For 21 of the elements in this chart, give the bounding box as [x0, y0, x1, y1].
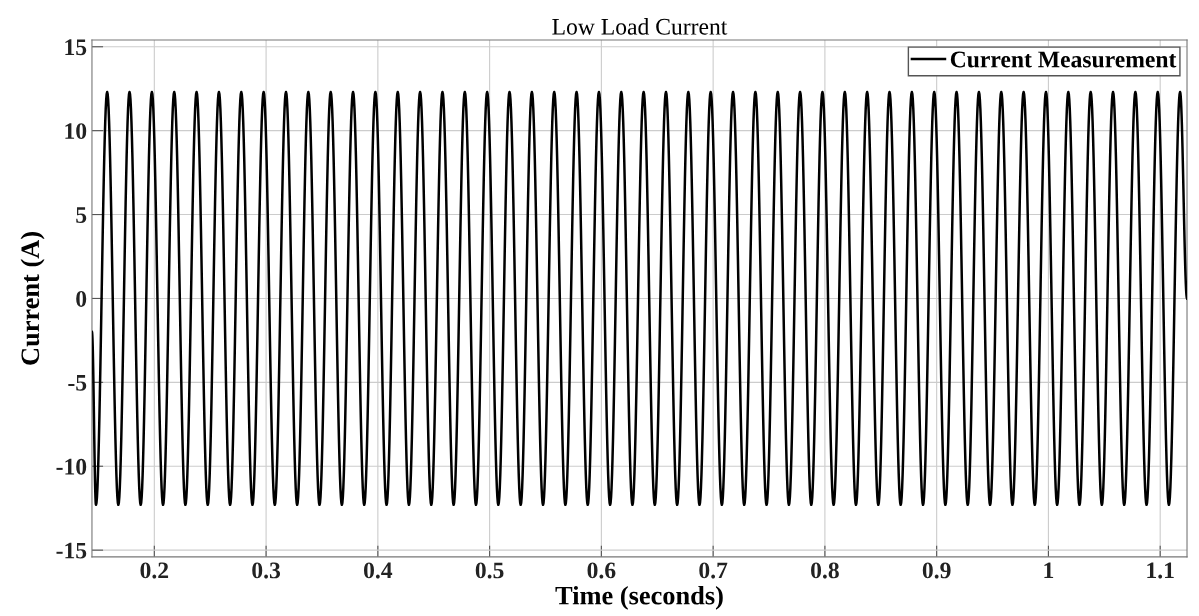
y-tick-label: -5 — [68, 375, 87, 391]
y-tick-label: 15 — [65, 39, 87, 56]
x-tick-label: 1 — [1044, 562, 1054, 579]
x-tick-label: 0.2 — [140, 562, 169, 579]
x-tick-label: 1.1 — [1147, 562, 1174, 579]
x-tick-label: 0.6 — [587, 562, 616, 579]
y-tick-label: -10 — [56, 458, 87, 475]
x-axis-title: Time (seconds) — [555, 585, 723, 610]
y-axis-title: Current (A) — [20, 232, 45, 365]
x-tick-label: 0.3 — [252, 562, 281, 579]
x-tick-label: 0.9 — [922, 562, 951, 579]
y-tick-label: -15 — [56, 542, 87, 559]
y-tick-label: 0 — [76, 290, 87, 307]
chart-title: Low Load Current — [552, 18, 728, 35]
x-tick-label: 0.7 — [699, 562, 728, 579]
y-tick-label: 10 — [65, 123, 87, 140]
x-tick-label: 0.8 — [811, 562, 839, 579]
x-tick-label: 0.4 — [363, 562, 393, 579]
legend-label: Current Measurement — [950, 51, 1177, 68]
x-tick-label: 0.5 — [475, 562, 504, 579]
y-tick-label: 5 — [76, 207, 87, 223]
